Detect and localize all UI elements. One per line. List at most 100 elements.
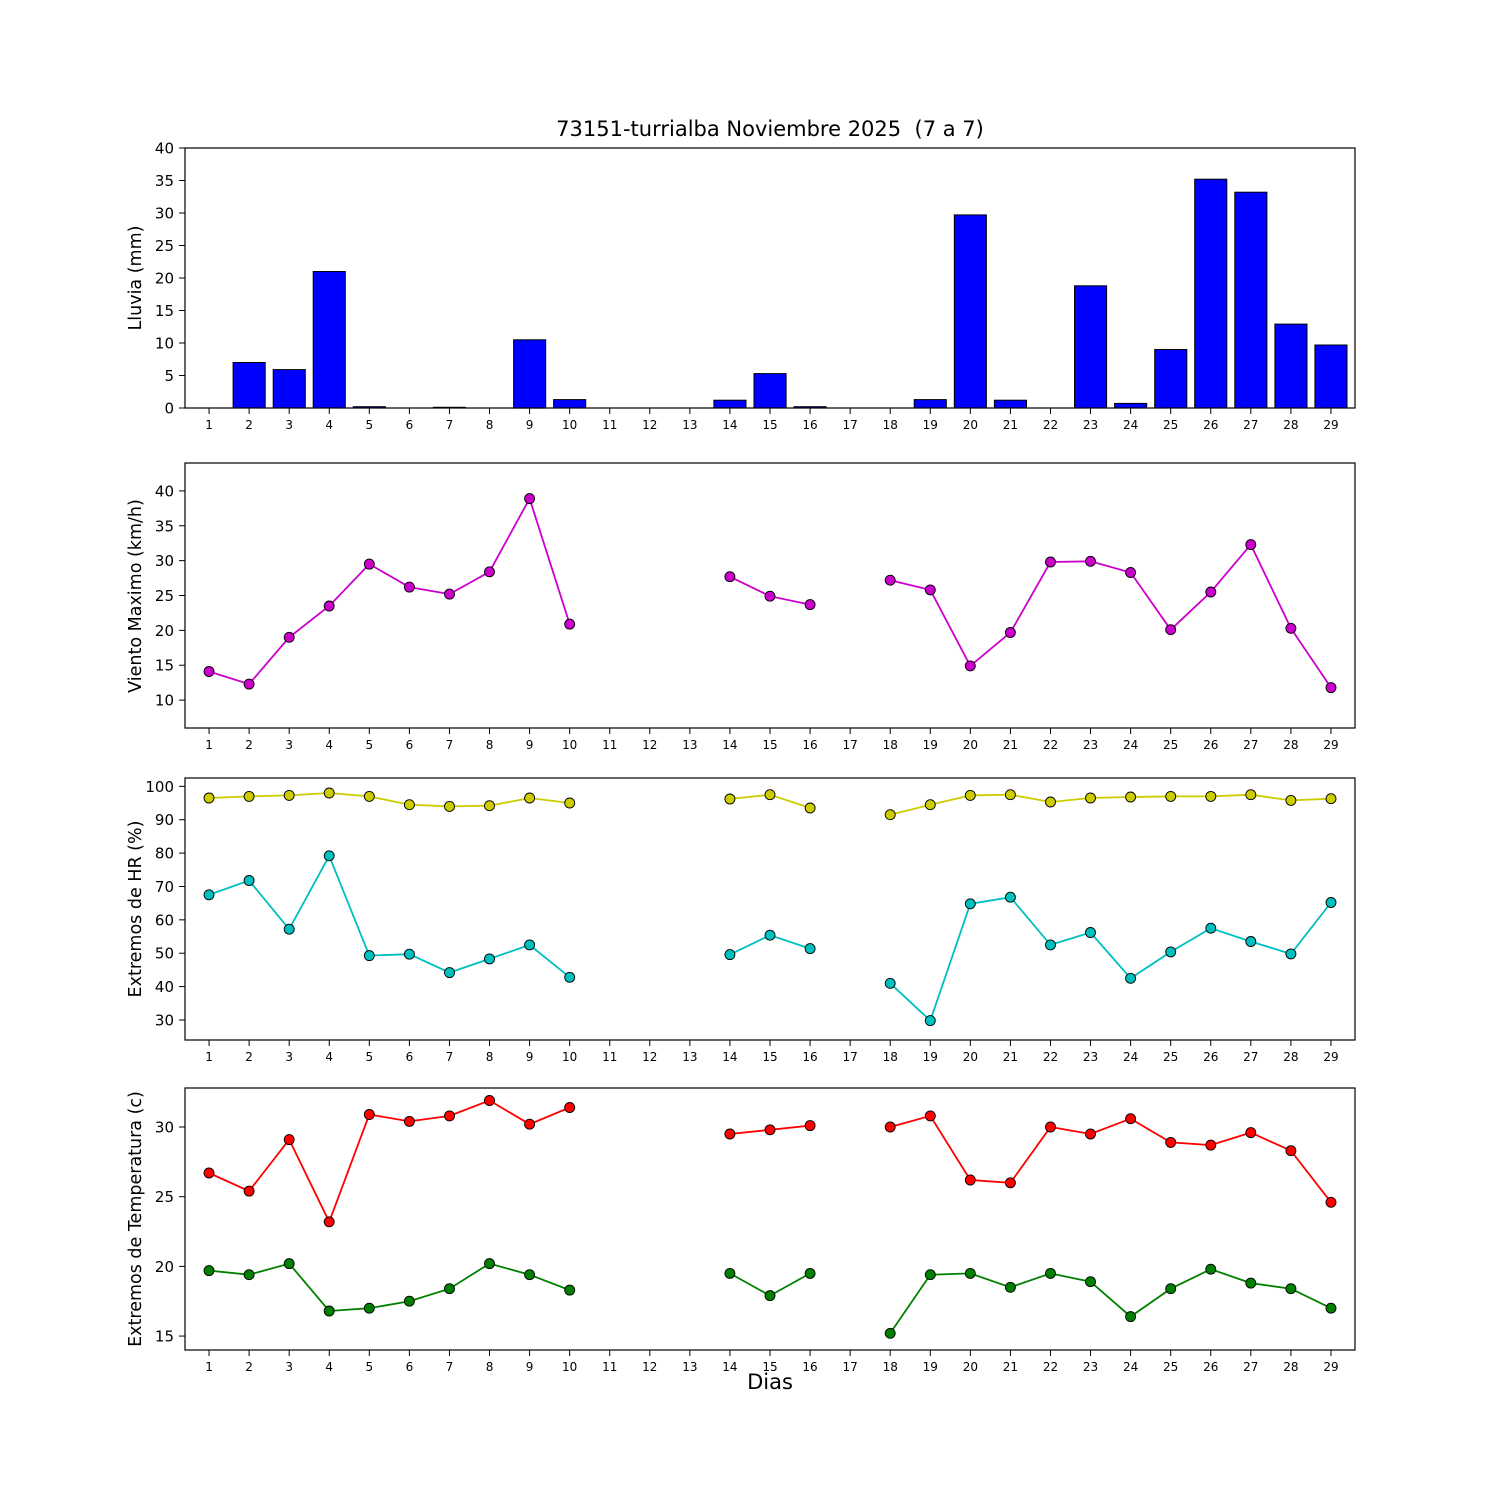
marker-hr-minima-day-6 <box>403 948 415 960</box>
marker-hr-minima-day-2 <box>243 875 255 886</box>
marker-hr-maxima-day-10 <box>564 797 576 809</box>
bar-day-27 <box>1234 191 1268 409</box>
x-tick-label: 20 <box>963 418 978 432</box>
x-tick-label: 5 <box>365 1360 373 1374</box>
marker-temperatura-maxima-day-24 <box>1125 1113 1137 1125</box>
marker-hr-maxima-day-23 <box>1085 792 1096 804</box>
marker-hr-minima-day-23 <box>1085 927 1096 938</box>
y-tick-label: 100 <box>145 778 174 796</box>
bar-day-29 <box>1314 344 1348 409</box>
x-tick-label: 24 <box>1123 1360 1138 1374</box>
x-tick-label: 23 <box>1083 1360 1098 1374</box>
x-tick-label: 15 <box>762 738 777 752</box>
marker-hr-minima-day-8 <box>484 953 495 965</box>
x-tick-label: 13 <box>682 1360 697 1374</box>
x-tick-label: 12 <box>642 738 657 752</box>
marker-temperatura-minima-day-3 <box>283 1258 295 1270</box>
x-tick-label: 26 <box>1203 738 1218 752</box>
x-tick-label: 26 <box>1203 1360 1218 1374</box>
bar-day-19 <box>913 399 947 409</box>
y-tick-label: 20 <box>155 1258 174 1276</box>
marker-temperatura-maxima-day-7 <box>444 1110 455 1122</box>
y-tick-label: 15 <box>155 302 174 320</box>
marker-temperatura-minima-day-10 <box>564 1284 576 1296</box>
y-tick-label: 25 <box>155 237 174 255</box>
y-tick-label: 10 <box>155 692 174 710</box>
x-tick-label: 17 <box>842 1050 857 1064</box>
x-tick-label: 1 <box>205 1050 213 1064</box>
x-tick-label: 14 <box>722 418 737 432</box>
y-tick-label: 20 <box>155 270 174 288</box>
y-tick-label: 25 <box>155 587 174 605</box>
x-tick-label: 18 <box>883 1360 898 1374</box>
y-tick-label: 35 <box>155 517 174 535</box>
x-tick-label: 19 <box>923 738 938 752</box>
marker-hr-minima-day-10 <box>564 971 576 983</box>
y-axis-ticks: 15 20 25 30 <box>155 1119 185 1346</box>
x-tick-label: 11 <box>602 1360 617 1374</box>
x-tick-label: 23 <box>1083 738 1098 752</box>
marker-viento-maximo-day-14 <box>724 571 736 583</box>
marker-hr-maxima-day-29 <box>1325 793 1337 805</box>
marker-hr-maxima-day-7 <box>444 800 455 812</box>
marker-hr-maxima-day-6 <box>403 799 415 811</box>
x-tick-label: 16 <box>802 418 817 432</box>
x-tick-label: 21 <box>1003 418 1018 432</box>
marker-hr-maxima-day-18 <box>884 809 896 821</box>
x-tick-label: 1 <box>205 418 213 432</box>
marker-temperatura-minima-day-2 <box>243 1269 255 1281</box>
x-tick-label: 4 <box>325 418 333 432</box>
y-tick-label: 60 <box>155 911 174 929</box>
bar-day-4 <box>312 271 346 409</box>
marker-viento-maximo-day-9 <box>524 493 536 505</box>
marker-viento-maximo-day-25 <box>1165 624 1177 636</box>
marker-temperatura-maxima-day-9 <box>524 1118 536 1130</box>
x-tick-label: 3 <box>285 418 293 432</box>
x-tick-label: 29 <box>1323 1050 1338 1064</box>
y-tick-label: 30 <box>155 205 174 223</box>
x-tick-label: 27 <box>1243 738 1258 752</box>
marker-temperatura-minima-day-28 <box>1285 1283 1297 1295</box>
bar-day-20 <box>953 214 987 409</box>
y-axis-ticks: 30 40 50 60 70 80 90 100 <box>145 778 185 1029</box>
marker-hr-maxima-day-16 <box>804 802 816 814</box>
marker-hr-minima-day-27 <box>1245 936 1257 947</box>
bar-day-15 <box>753 373 787 409</box>
x-tick-label: 15 <box>762 1360 777 1374</box>
marker-hr-maxima-day-2 <box>243 790 255 802</box>
marker-hr-maxima-day-19 <box>924 799 936 811</box>
x-tick-label: 20 <box>963 738 978 752</box>
marker-temperatura-maxima-day-18 <box>884 1121 896 1133</box>
x-tick-label: 5 <box>365 1050 373 1064</box>
x-tick-label: 4 <box>325 738 333 752</box>
marker-temperatura-minima-day-5 <box>363 1302 375 1314</box>
marker-viento-maximo-day-3 <box>283 631 295 643</box>
x-tick-label: 4 <box>325 1360 333 1374</box>
x-tick-label: 10 <box>562 1050 577 1064</box>
y-tick-label: 30 <box>155 552 174 570</box>
x-tick-label: 3 <box>285 738 293 752</box>
marker-temperatura-minima-day-25 <box>1165 1283 1177 1295</box>
x-tick-label: 12 <box>642 1050 657 1064</box>
x-tick-label: 2 <box>245 738 253 752</box>
marker-temperatura-maxima-day-10 <box>564 1102 576 1113</box>
marker-viento-maximo-day-24 <box>1125 567 1137 578</box>
marker-hr-minima-day-5 <box>363 950 375 962</box>
marker-viento-maximo-day-21 <box>1004 627 1016 638</box>
marker-temperatura-maxima-day-14 <box>724 1128 736 1140</box>
marker-viento-maximo-day-1 <box>203 666 215 677</box>
bar-day-2 <box>232 362 266 409</box>
y-tick-label: 40 <box>155 978 174 996</box>
marker-hr-minima-day-1 <box>203 889 215 901</box>
marker-viento-maximo-day-18 <box>884 574 896 586</box>
x-tick-label: 28 <box>1283 418 1298 432</box>
x-tick-label: 2 <box>245 1050 253 1064</box>
bar-day-28 <box>1274 323 1308 409</box>
marker-temperatura-minima-day-19 <box>924 1269 936 1281</box>
x-tick-label: 18 <box>883 738 898 752</box>
marker-temperatura-maxima-day-23 <box>1085 1128 1096 1140</box>
series-temperatura-maxima <box>203 1095 1337 1228</box>
